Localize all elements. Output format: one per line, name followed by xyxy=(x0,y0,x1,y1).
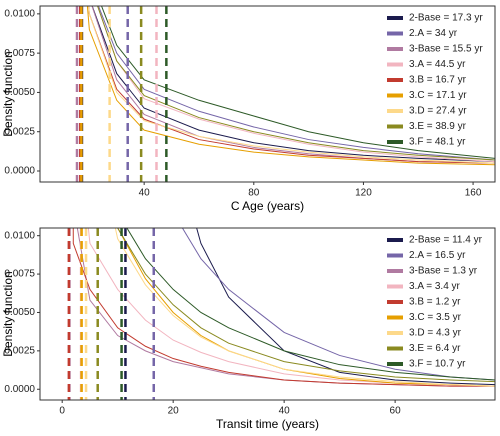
density-curve xyxy=(117,228,495,387)
legend-label: 2.A = 34 yr xyxy=(409,28,458,39)
density-curve xyxy=(88,6,495,164)
density-curve xyxy=(97,6,495,161)
x-tick-label: 160 xyxy=(465,188,482,199)
y-tick-label: 0.0100 xyxy=(4,8,35,19)
y-tick-label: 0.0025 xyxy=(4,345,35,356)
density-curve xyxy=(72,228,495,387)
legend: 2-Base = 11.4 yr 2.A = 16.5 yr 3-Base = 1.… xyxy=(387,235,483,370)
density-curve xyxy=(97,6,495,163)
legend-label: 3.E = 6.4 yr xyxy=(409,343,461,354)
density-curve xyxy=(86,6,495,166)
plot-area xyxy=(67,228,495,400)
y-tick-label: 0.0025 xyxy=(4,126,35,137)
x-tick-label: 60 xyxy=(390,406,402,417)
density-curve xyxy=(88,6,495,164)
x-axis-title: C Age (years) xyxy=(231,199,304,213)
density-curve xyxy=(117,228,495,383)
density-curve xyxy=(114,228,495,387)
plot-area xyxy=(75,6,495,182)
legend-label: 3.C = 17.1 yr xyxy=(409,90,467,101)
y-tick-label: 0.0000 xyxy=(4,166,35,177)
legend-label: 3.A = 44.5 yr xyxy=(409,59,466,70)
density-curve xyxy=(126,228,495,381)
legend-label: 3.E = 38.9 yr xyxy=(409,121,467,132)
density-curve xyxy=(196,228,495,386)
x-tick-label: 80 xyxy=(248,188,260,199)
legend-label: 2-Base = 11.4 yr xyxy=(409,235,483,246)
legend-label: 3.B = 16.7 yr xyxy=(409,75,467,86)
y-axis-title: Density function xyxy=(1,271,15,356)
density-curve xyxy=(181,228,495,381)
y-tick-label: 0.0000 xyxy=(4,384,35,395)
x-tick-label: 40 xyxy=(279,406,291,417)
legend-label: 3.D = 4.3 yr xyxy=(409,328,462,339)
legend-label: 3-Base = 1.3 yr xyxy=(409,266,478,277)
legend-label: 3.D = 27.4 yr xyxy=(409,106,467,117)
x-tick-label: 0 xyxy=(59,406,65,417)
legend-label: 2-Base = 17.3 yr xyxy=(409,13,483,24)
density-curve xyxy=(97,6,495,161)
y-tick-label: 0.0050 xyxy=(4,307,35,318)
legend-label: 3.F = 10.7 yr xyxy=(409,359,466,370)
legend-label: 2.A = 16.5 yr xyxy=(409,250,466,261)
y-tick-label: 0.0075 xyxy=(4,48,35,59)
x-axis-title: Transit time (years) xyxy=(216,417,319,431)
panel-border xyxy=(39,5,496,183)
y-tick-label: 0.0075 xyxy=(4,269,35,280)
legend-label: 3.F = 48.1 yr xyxy=(409,137,466,148)
panel-border xyxy=(39,227,496,401)
legend-label: 3.C = 3.5 yr xyxy=(409,312,462,323)
y-tick-label: 0.0050 xyxy=(4,87,35,98)
x-tick-label: 120 xyxy=(355,188,372,199)
legend-label: 3.A = 3.4 yr xyxy=(409,281,461,292)
legend-label: 3.B = 1.2 yr xyxy=(409,297,461,308)
x-tick-label: 20 xyxy=(168,406,180,417)
y-tick-label: 0.0100 xyxy=(4,230,35,241)
legend-label: 3-Base = 15.5 yr xyxy=(409,44,483,55)
x-tick-label: 40 xyxy=(139,188,151,199)
density-curve xyxy=(91,6,495,163)
y-axis-title: Density function xyxy=(1,51,15,136)
density-curve xyxy=(100,6,495,159)
legend: 2-Base = 17.3 yr 2.A = 34 yr 3-Base = 15.5… xyxy=(387,13,483,148)
